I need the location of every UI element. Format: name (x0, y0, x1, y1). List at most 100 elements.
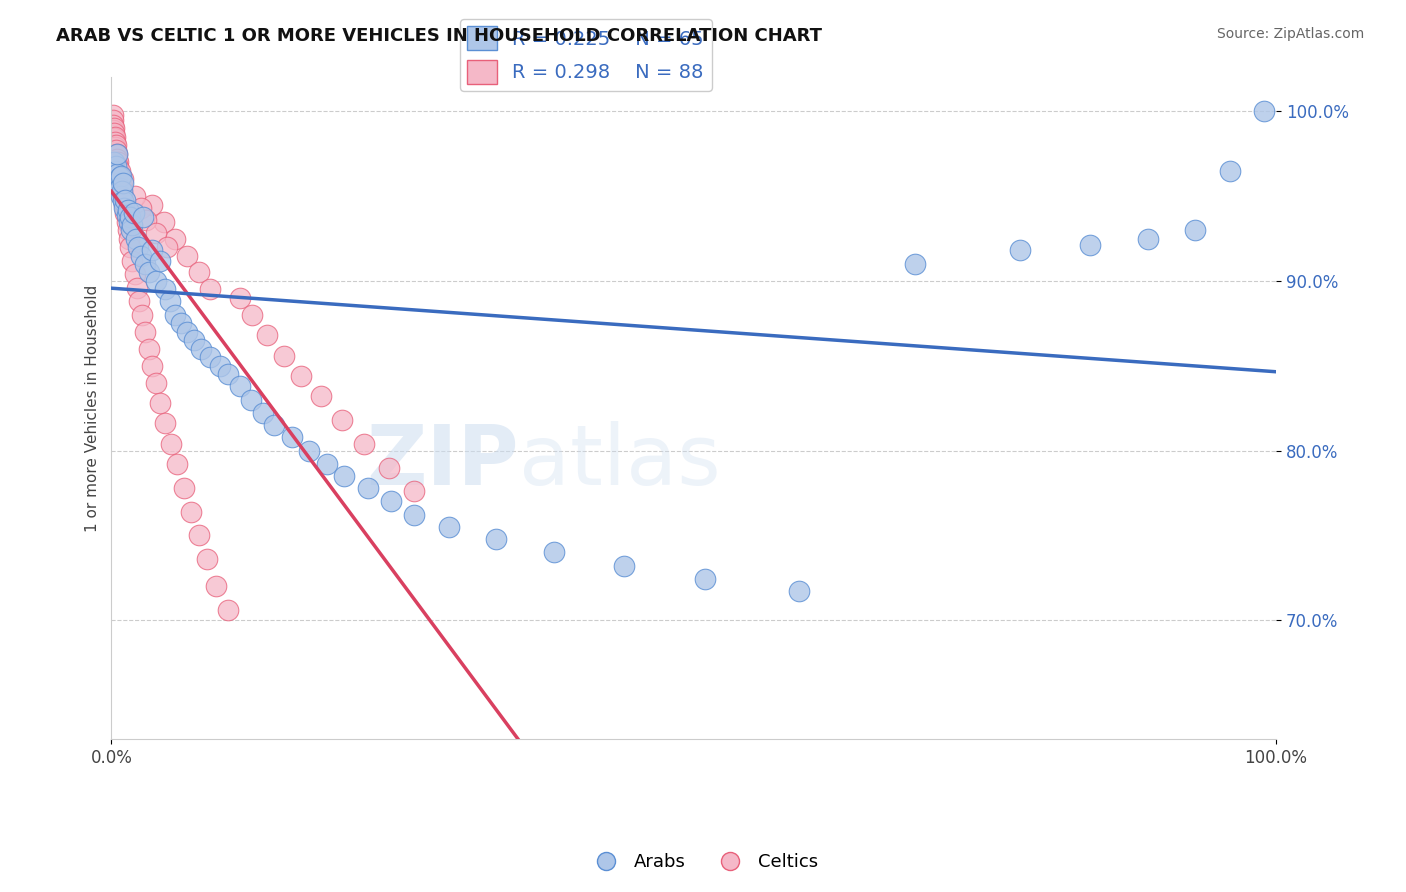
Point (240, 308, 263, 322)
Point (101, 112, 124, 127)
Text: Source: ZipAtlas.com: Source: ZipAtlas.com (1216, 27, 1364, 41)
Point (1008, 244, 1031, 258)
Point (166, 457, 188, 471)
Point (120, 223, 142, 237)
Point (240, 392, 263, 407)
Point (105, 167, 128, 181)
Point (124, 189, 146, 203)
Point (135, 213, 157, 227)
Text: ZIP: ZIP (367, 420, 519, 501)
Point (145, 376, 167, 390)
Point (112, 197, 135, 211)
Point (114, 193, 136, 207)
Point (281, 430, 304, 444)
Point (217, 603, 239, 617)
Point (353, 436, 375, 450)
Point (111, 186, 134, 200)
Point (170, 316, 193, 330)
Point (217, 368, 239, 382)
Point (129, 248, 152, 262)
Point (111, 180, 134, 194)
Point (256, 328, 278, 343)
Point (128, 294, 150, 309)
Point (112, 172, 135, 186)
Point (145, 227, 167, 241)
Point (121, 253, 143, 268)
Point (103, 155, 125, 169)
Point (190, 342, 212, 356)
Point (141, 359, 163, 373)
Point (105, 152, 128, 166)
Point (103, 142, 125, 156)
Point (377, 460, 399, 475)
Point (153, 417, 176, 431)
Point (122, 206, 145, 220)
Point (176, 325, 198, 339)
Point (613, 558, 636, 573)
Point (153, 282, 176, 296)
Point (263, 418, 285, 433)
Point (112, 176, 135, 190)
Point (107, 165, 129, 179)
Point (125, 281, 148, 295)
Point (112, 189, 135, 203)
Point (101, 148, 124, 162)
Point (110, 172, 132, 186)
Point (107, 176, 129, 190)
Point (153, 214, 176, 228)
Point (108, 169, 131, 183)
Point (187, 265, 209, 279)
Point (118, 231, 141, 245)
Point (1218, 163, 1240, 178)
Text: ARAB VS CELTIC 1 OR MORE VEHICLES IN HOUSEHOLD CORRELATION CHART: ARAB VS CELTIC 1 OR MORE VEHICLES IN HOU… (56, 27, 823, 45)
Point (105, 146, 128, 161)
Point (103, 127, 125, 141)
Point (138, 265, 160, 279)
Point (165, 231, 187, 245)
Point (121, 218, 143, 232)
Point (105, 144, 128, 158)
Point (200, 282, 222, 296)
Point (110, 189, 132, 203)
Point (200, 351, 222, 365)
Point (129, 201, 152, 215)
Point (1078, 238, 1101, 252)
Point (290, 368, 312, 383)
Point (228, 379, 250, 393)
Point (104, 145, 127, 159)
Point (187, 528, 209, 542)
Point (485, 532, 508, 546)
Point (107, 155, 129, 169)
Point (105, 138, 128, 153)
Point (125, 231, 148, 245)
Point (101, 159, 124, 173)
Point (127, 240, 149, 254)
Point (176, 248, 198, 262)
Point (112, 194, 135, 209)
Point (165, 308, 187, 322)
Point (309, 389, 332, 403)
Point (117, 223, 139, 237)
Point (103, 131, 125, 145)
Point (1253, 104, 1275, 119)
Point (124, 267, 146, 281)
Point (695, 573, 717, 587)
Point (543, 545, 565, 559)
Point (107, 161, 129, 175)
Point (118, 210, 141, 224)
Point (404, 484, 426, 499)
Point (156, 240, 179, 254)
Point (108, 174, 131, 188)
Point (118, 214, 141, 228)
Point (105, 159, 128, 173)
Point (195, 552, 218, 566)
Point (138, 342, 160, 356)
Point (315, 457, 337, 471)
Point (110, 169, 132, 183)
Point (132, 210, 155, 224)
Point (131, 308, 153, 322)
Point (108, 170, 131, 185)
Point (273, 349, 295, 363)
Point (104, 129, 127, 144)
Point (437, 520, 460, 534)
